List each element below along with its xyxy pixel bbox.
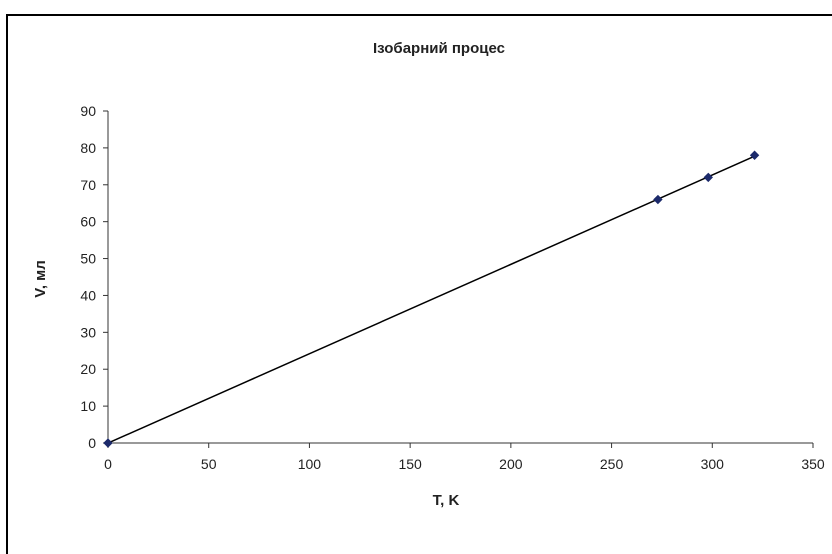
data-point — [103, 438, 113, 448]
y-tick-label: 90 — [80, 103, 96, 119]
plot-area — [103, 150, 760, 448]
x-tick-label: 50 — [201, 456, 217, 472]
y-tick-label: 70 — [80, 177, 96, 193]
y-ticks: 0 10 20 30 40 50 60 70 80 90 — [80, 103, 108, 451]
y-tick-label: 0 — [88, 435, 96, 451]
chart: Ізобарний процес 0 10 20 30 40 50 60 70 80 90 0 50… — [32, 40, 825, 509]
x-tick-label: 100 — [298, 456, 322, 472]
data-point — [703, 172, 713, 183]
chart-title: Ізобарний процес — [373, 40, 505, 57]
data-point — [653, 194, 663, 205]
x-tick-label: 350 — [801, 456, 825, 472]
trend-line — [107, 155, 755, 444]
y-tick-label: 10 — [80, 398, 96, 414]
x-ticks: 0 50 100 150 200 250 300 350 — [104, 443, 825, 472]
y-axis-label: V, мл — [32, 260, 49, 298]
data-point — [749, 150, 760, 160]
x-tick-label: 250 — [600, 456, 624, 472]
x-axis-label: T, K — [433, 492, 460, 509]
x-tick-label: 150 — [398, 456, 422, 472]
x-tick-label: 200 — [499, 456, 523, 472]
y-tick-label: 60 — [80, 214, 96, 230]
y-tick-label: 40 — [80, 287, 96, 303]
y-tick-label: 80 — [80, 140, 96, 156]
axes — [107, 111, 813, 444]
y-tick-label: 50 — [80, 251, 96, 267]
x-tick-label: 0 — [104, 456, 112, 472]
y-tick-label: 20 — [80, 361, 96, 377]
chart-frame — [6, 14, 832, 554]
y-tick-label: 30 — [80, 324, 96, 340]
x-tick-label: 300 — [701, 456, 725, 472]
